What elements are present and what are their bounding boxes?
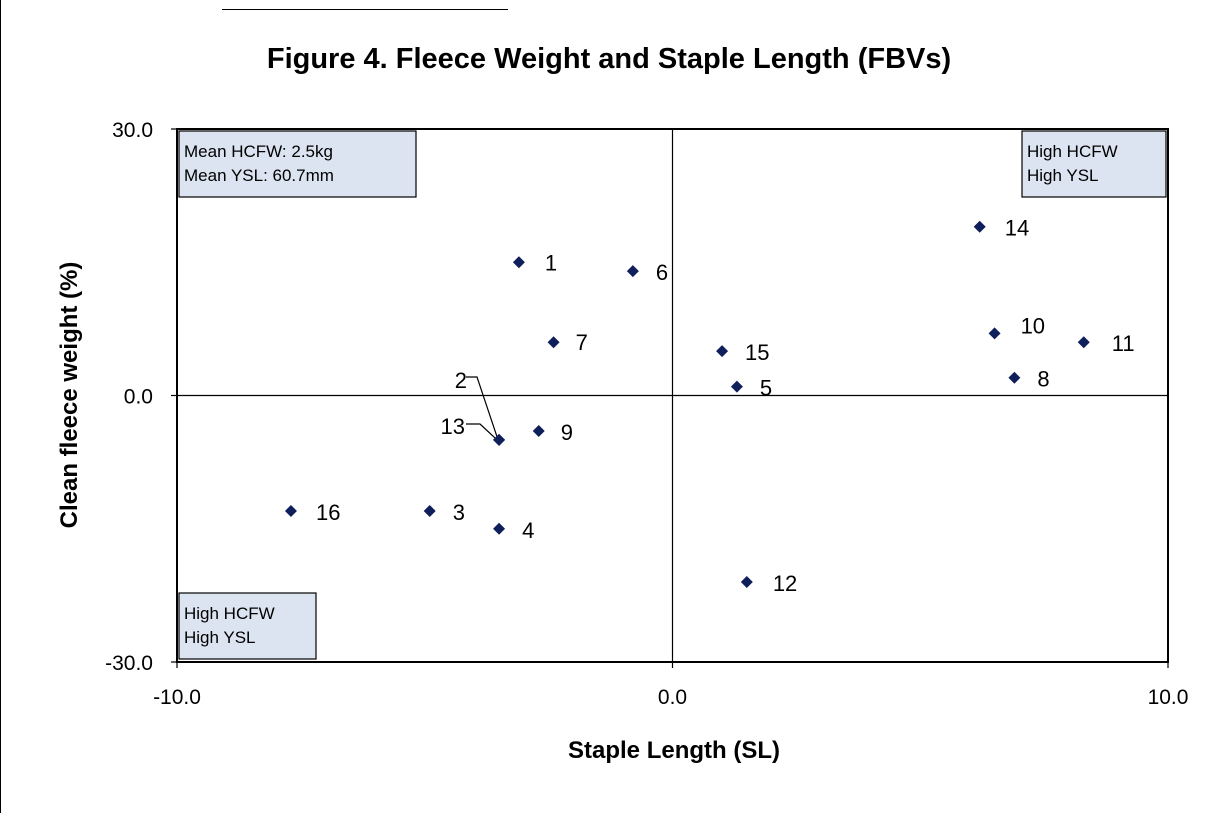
data-point-15 <box>716 345 729 358</box>
top-underlined-link-fragment <box>222 0 508 10</box>
data-point-7 <box>547 336 560 349</box>
data-point-14 <box>973 220 986 233</box>
annotation-text: High YSL <box>1027 166 1099 185</box>
x-tick-label: 10.0 <box>1148 686 1189 709</box>
data-point-13 <box>493 433 506 446</box>
annotation-box-background <box>178 130 417 198</box>
label-leader-lines <box>466 376 498 440</box>
data-point-1 <box>512 256 525 269</box>
x-axis-ticks: -10.0 0.0 10.0 <box>153 662 1188 709</box>
y-axis-title: Clean fleece weight (%) <box>56 262 83 529</box>
annotation-text: High HCFW <box>1027 142 1118 161</box>
x-tick-label: 0.0 <box>658 686 687 709</box>
data-label-7: 7 <box>576 330 588 355</box>
y-tick-label: 30.0 <box>112 119 153 142</box>
annotation-boxes: Mean HCFW: 2.5kg Mean YSL: 60.7mm High HCF… <box>178 130 1167 660</box>
y-tick-label: 0.0 <box>124 386 153 409</box>
data-label-1: 1 <box>545 250 557 275</box>
data-label-10: 10 <box>1021 313 1045 338</box>
data-label-15: 15 <box>745 340 769 365</box>
y-axis-ticks: 30.0 0.0 -30.0 <box>105 119 177 675</box>
page-left-border <box>0 0 1 813</box>
data-label-14: 14 <box>1005 216 1029 241</box>
annotation-box-top-right: High HCFW High YSL <box>1021 130 1167 198</box>
data-label-4: 4 <box>522 518 534 543</box>
y-tick-label: -30.0 <box>105 652 153 675</box>
data-point-16 <box>284 504 297 517</box>
data-label-6: 6 <box>656 260 668 285</box>
data-point-10 <box>988 327 1001 340</box>
data-label-3: 3 <box>453 500 465 525</box>
annotation-text: Mean HCFW: 2.5kg <box>184 142 333 161</box>
annotation-box-bottom-left: High HCFW High YSL <box>178 592 317 660</box>
data-label-13: 13 <box>441 414 465 439</box>
leader-line-13 <box>466 423 497 440</box>
leader-line-2 <box>466 376 498 438</box>
data-label-5: 5 <box>760 376 772 401</box>
data-label-8: 8 <box>1037 367 1049 392</box>
data-point-8 <box>1008 371 1021 384</box>
data-label-9: 9 <box>561 420 573 445</box>
annotation-box-top-left: Mean HCFW: 2.5kg Mean YSL: 60.7mm <box>178 130 417 198</box>
chart-title: Figure 4. Fleece Weight and Staple Lengt… <box>267 43 951 75</box>
x-tick-label: -10.0 <box>153 686 201 709</box>
x-axis-title: Staple Length (SL) <box>568 737 780 764</box>
data-point-11 <box>1077 336 1090 349</box>
annotation-text: Mean YSL: 60.7mm <box>184 166 334 185</box>
data-point-12 <box>740 576 753 589</box>
data-point-3 <box>423 504 436 517</box>
annotation-text: High YSL <box>184 628 256 647</box>
annotation-box-background <box>1021 130 1167 198</box>
data-point-4 <box>493 522 506 535</box>
data-point-9 <box>532 425 545 438</box>
data-point-5 <box>730 380 743 393</box>
data-label-12: 12 <box>773 571 797 596</box>
data-label-16: 16 <box>316 500 340 525</box>
annotation-box-background <box>178 592 317 660</box>
data-label-2: 2 <box>455 368 467 393</box>
annotation-text: High HCFW <box>184 604 275 623</box>
data-label-11: 11 <box>1112 331 1135 356</box>
data-point-6 <box>626 265 639 278</box>
